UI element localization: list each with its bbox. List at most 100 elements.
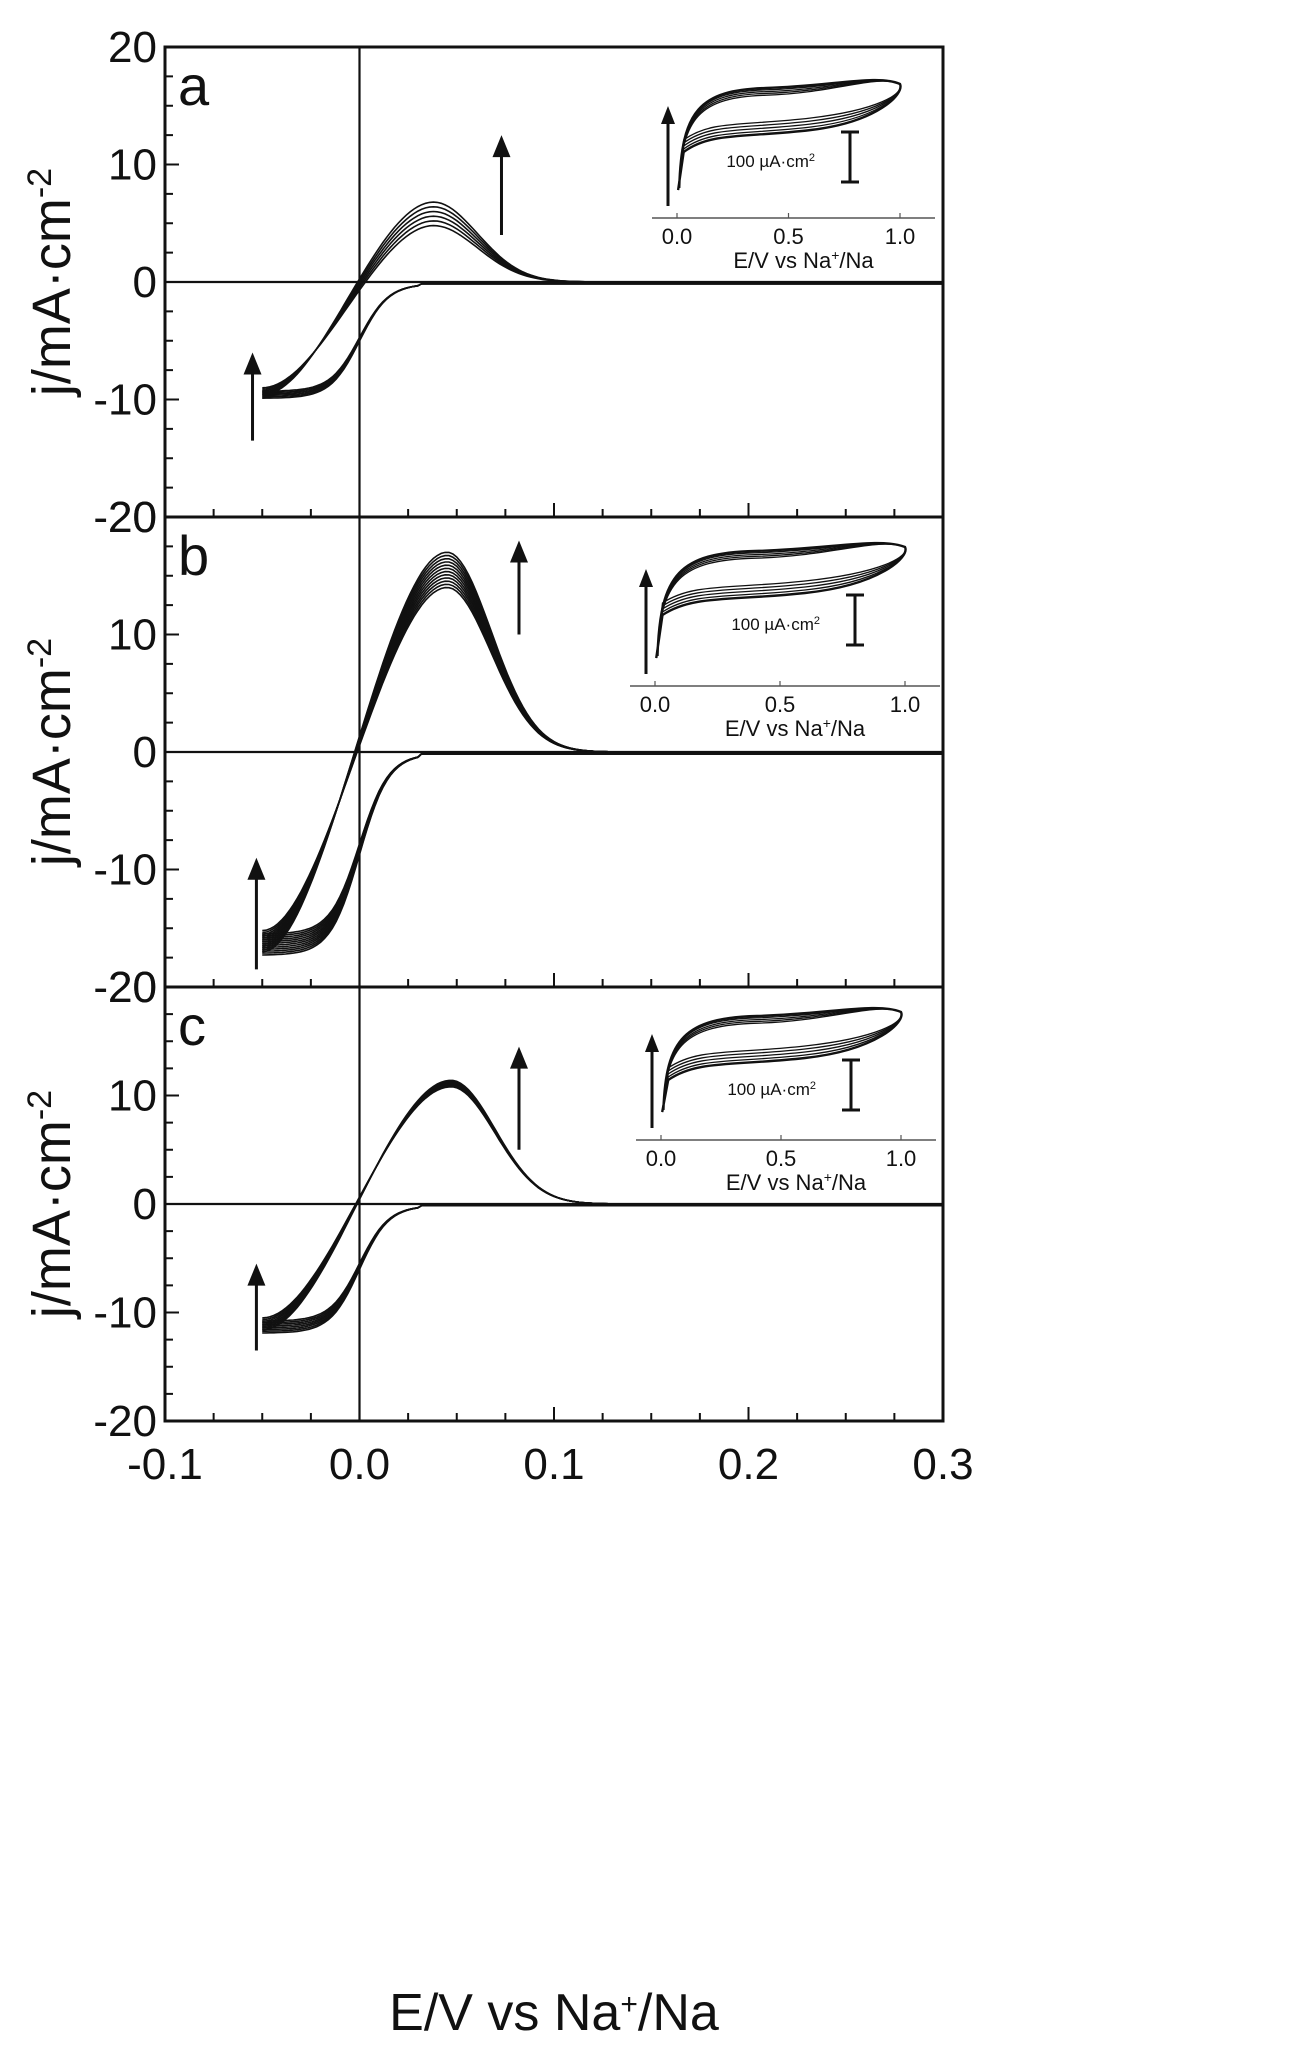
y-tick-label: 0 <box>133 258 157 307</box>
inset-x-tick-label: 0.0 <box>640 692 671 717</box>
inset-x-tick-label: 0.0 <box>662 224 693 249</box>
inset-plot: 0.0 0.5 1.0 E/V vs Na+/Na 100 µA·cm2 <box>636 1006 936 1195</box>
x-tick-label: -0.1 <box>127 1440 203 1489</box>
cv-cycle-curve <box>262 570 944 945</box>
inset-scale-label-main: 100 µA·cm <box>726 152 809 171</box>
y-axis-label: j/mA·cm-2 <box>21 1090 82 1320</box>
inset-scale-label: 100 µA·cm2 <box>731 615 820 634</box>
cv-cycle-curve <box>262 558 944 952</box>
y-axis-label-main: j/mA·cm <box>22 1120 82 1320</box>
inset-x-tick-label: 0.5 <box>773 224 804 249</box>
panel-c: -20 -10 0 10 20 -0.1 0.0 0.1 0.2 0.3 j/mA·cm-2 c 0.0… <box>21 963 974 1489</box>
y-tick-label: 0 <box>133 1180 157 1229</box>
y-tick-label: 0 <box>133 728 157 777</box>
y-tick-label: 10 <box>108 1072 157 1121</box>
x-axis-label-sup: + <box>620 1988 638 2021</box>
cv-cycle-curve <box>262 564 944 949</box>
inset-x-tick-label: 1.0 <box>886 1146 917 1171</box>
cv-cycle-curve <box>262 573 944 943</box>
inset-plot: 0.0 0.5 1.0 E/V vs Na+/Na 100 µA·cm2 <box>630 541 940 741</box>
inset-scale-label-sup: 2 <box>814 615 820 627</box>
inset-cv-curve <box>655 543 907 659</box>
cv-cycle-curve <box>262 1079 944 1334</box>
inset-cv-curve <box>677 79 902 191</box>
y-tick-label: -20 <box>93 493 157 542</box>
inset-cv-curve <box>676 78 902 191</box>
inset-x-tick-label: 1.0 <box>890 692 921 717</box>
inset-x-axis-label: E/V vs Na+/Na <box>733 247 874 273</box>
inset-x-label-main: E/V vs Na <box>726 1170 825 1195</box>
inset-x-axis-label: E/V vs Na+/Na <box>725 715 866 741</box>
anodic-arrow-head <box>492 135 511 158</box>
inset-cv-curve <box>677 80 902 191</box>
y-axis-label-main: j/mA·cm <box>22 198 82 398</box>
inset-x-tick-label: 0.0 <box>646 1146 677 1171</box>
y-tick-label: 20 <box>108 963 157 1012</box>
inset-x-tick-label: 0.5 <box>766 1146 797 1171</box>
inset-cv-curve <box>655 541 907 659</box>
inset-x-axis-label: E/V vs Na+/Na <box>726 1169 867 1195</box>
inset-scale-label: 100 µA·cm2 <box>727 1080 816 1099</box>
inset-arrow-head <box>639 569 653 587</box>
cv-cycle-curve <box>262 577 944 941</box>
panel-letter: b <box>178 524 209 587</box>
inset-cv-curve <box>677 80 902 191</box>
inset-cv-curve <box>655 543 907 659</box>
cv-cycle-curve <box>262 580 944 939</box>
cv-cycle-curve <box>262 551 944 956</box>
y-axis-label-main: j/mA·cm <box>22 668 82 868</box>
x-axis-label: E/V vs Na+/Na <box>389 1984 719 2042</box>
y-tick-label: -20 <box>93 963 157 1012</box>
y-tick-label: 20 <box>108 493 157 542</box>
x-axis-label-main: E/V vs Na <box>389 1984 620 2042</box>
inset-cv-curve <box>655 542 907 659</box>
y-tick-label: -10 <box>93 376 157 425</box>
inset-x-label-sup: + <box>831 247 839 263</box>
cv-cycle-curve <box>262 215 944 395</box>
inset-scale-label: 100 µA·cm2 <box>726 152 815 171</box>
x-tick-label: 0.3 <box>912 1440 973 1489</box>
y-tick-label: 20 <box>108 23 157 72</box>
y-axis-label-sup: -2 <box>21 168 59 198</box>
cv-cycle-curve <box>262 586 944 935</box>
x-tick-label: 0.1 <box>523 1440 584 1489</box>
inset-x-label-sup: + <box>823 715 831 731</box>
y-axis-label-sup: -2 <box>21 638 59 668</box>
cv-cycle-curve <box>262 220 944 394</box>
inset-x-label-tail: /Na <box>839 248 874 273</box>
inset-scale-label-main: 100 µA·cm <box>727 1080 810 1099</box>
cathodic-arrow-head <box>247 857 266 880</box>
inset-scale-label-main: 100 µA·cm <box>731 615 814 634</box>
inset-x-label-tail: /Na <box>832 1170 867 1195</box>
panel-a: -20 -10 0 10 20 j/mA·cm-2 a 0.0 0.5 1.0 E/V vs Na+… <box>21 23 945 542</box>
cv-cycle-curve <box>262 205 944 398</box>
anodic-arrow-head <box>509 1046 528 1069</box>
panel-letter: a <box>178 54 210 117</box>
y-tick-label: -20 <box>93 1397 157 1446</box>
x-axis-label-tail: /Na <box>638 1984 719 2042</box>
panel-b: -20 -10 0 10 20 j/mA·cm-2 b 0.0 0.5 1.0 E/V vs Na+… <box>21 493 945 1012</box>
inset-x-label-main: E/V vs Na <box>733 248 832 273</box>
inset-x-label-sup: + <box>824 1169 832 1185</box>
cv-cycle-curve <box>262 567 944 947</box>
inset-arrow-head <box>645 1034 659 1052</box>
anodic-arrow-head <box>509 540 528 563</box>
inset-scale-label-sup: 2 <box>810 1080 816 1092</box>
cv-cycle-curve <box>262 561 944 951</box>
y-tick-label: 10 <box>108 611 157 660</box>
y-axis-label: j/mA·cm-2 <box>21 168 82 398</box>
y-tick-label: 10 <box>108 141 157 190</box>
inset-scale-label-sup: 2 <box>809 152 815 164</box>
panel-letter: c <box>178 994 206 1057</box>
cv-cycle-curve <box>262 583 944 937</box>
y-tick-label: -10 <box>93 846 157 895</box>
inset-arrow-head <box>661 106 675 124</box>
cv-cycle-curve <box>262 201 944 399</box>
inset-x-tick-label: 0.5 <box>765 692 796 717</box>
inset-x-label-tail: /Na <box>831 716 866 741</box>
inset-plot: 0.0 0.5 1.0 E/V vs Na+/Na 100 µA·cm2 <box>652 78 935 273</box>
cv-cycle-curve <box>262 210 944 397</box>
inset-cv-curve <box>677 80 902 191</box>
cathodic-arrow-head <box>243 352 262 375</box>
